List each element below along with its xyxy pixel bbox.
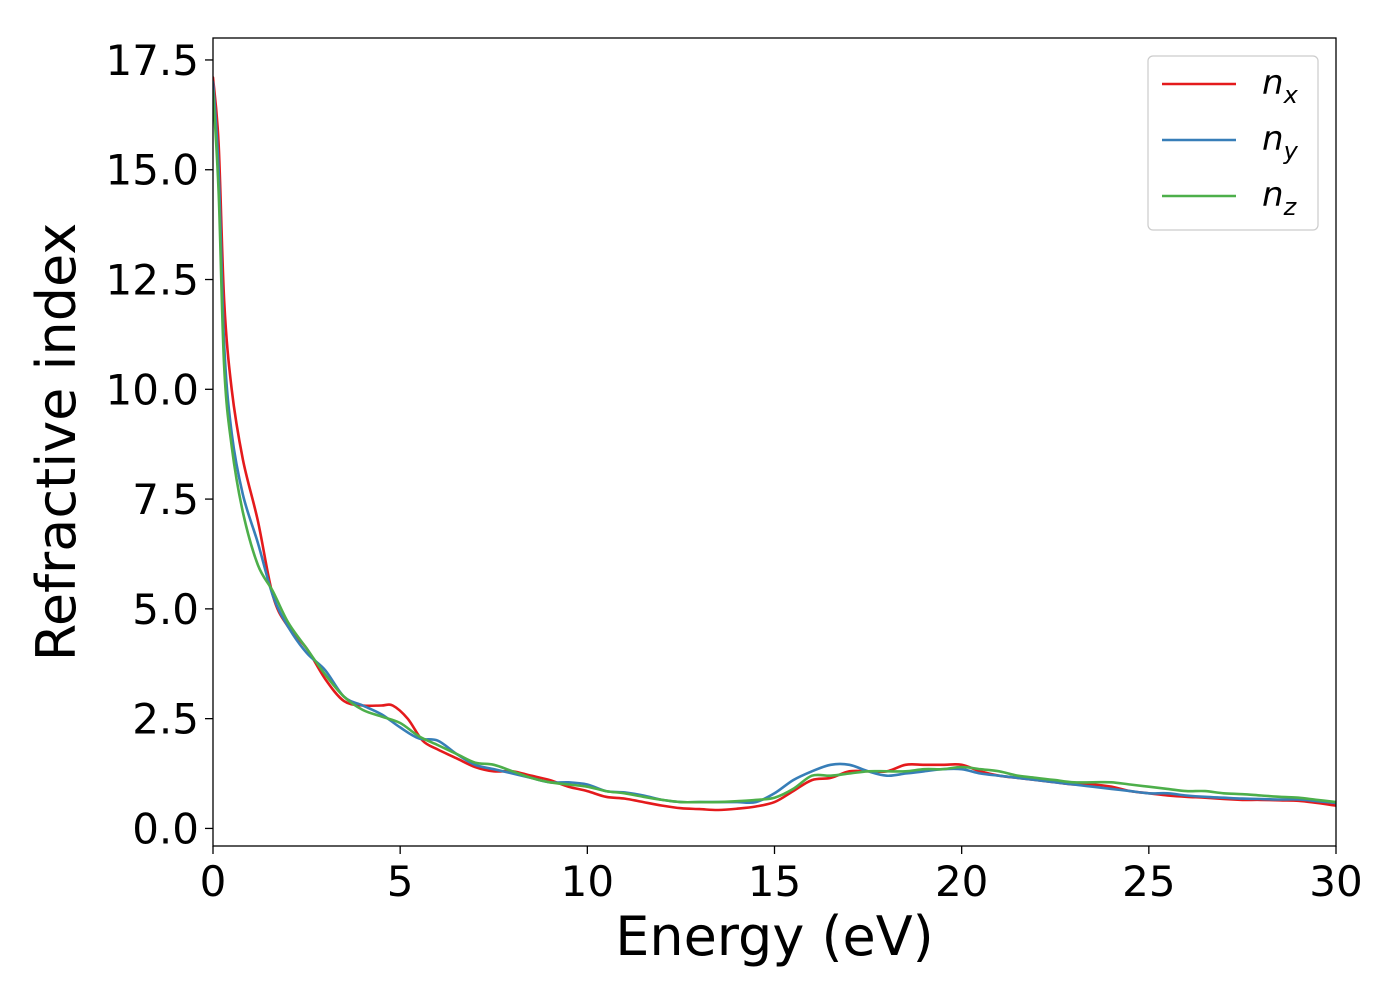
y-tick-label: 0.0 — [132, 804, 199, 853]
y-tick-label: 12.5 — [105, 256, 199, 305]
legend-subscript: x — [1283, 81, 1299, 109]
y-tick-label: 17.5 — [105, 36, 199, 85]
x-tick-label: 0 — [200, 857, 227, 906]
y-tick-label: 7.5 — [132, 475, 199, 524]
x-tick-label: 15 — [748, 857, 801, 906]
x-tick-label: 20 — [935, 857, 988, 906]
y-axis-title: Refractive index — [25, 223, 88, 662]
x-tick-label: 5 — [387, 857, 414, 906]
legend-subscript: z — [1283, 193, 1298, 221]
x-axis-ticks: 0 5 10 15 20 25 30 — [200, 846, 1363, 906]
x-tick-label: 30 — [1309, 857, 1362, 906]
y-tick-label: 5.0 — [132, 585, 199, 634]
x-axis-title: Energy (eV) — [615, 905, 934, 968]
series-line-nz — [213, 89, 1336, 804]
y-axis-ticks: 0.0 2.5 5.0 7.5 10.0 12.5 15.0 17.5 — [105, 36, 213, 853]
plot-lines — [213, 76, 1336, 812]
y-tick-label: 10.0 — [105, 365, 199, 414]
x-tick-label: 10 — [561, 857, 614, 906]
y-tick-label: 2.5 — [132, 695, 199, 744]
y-tick-label: 15.0 — [105, 146, 199, 195]
legend-frame — [1147, 55, 1319, 231]
legend-subscript: y — [1283, 137, 1299, 165]
x-tick-label: 25 — [1122, 857, 1175, 906]
